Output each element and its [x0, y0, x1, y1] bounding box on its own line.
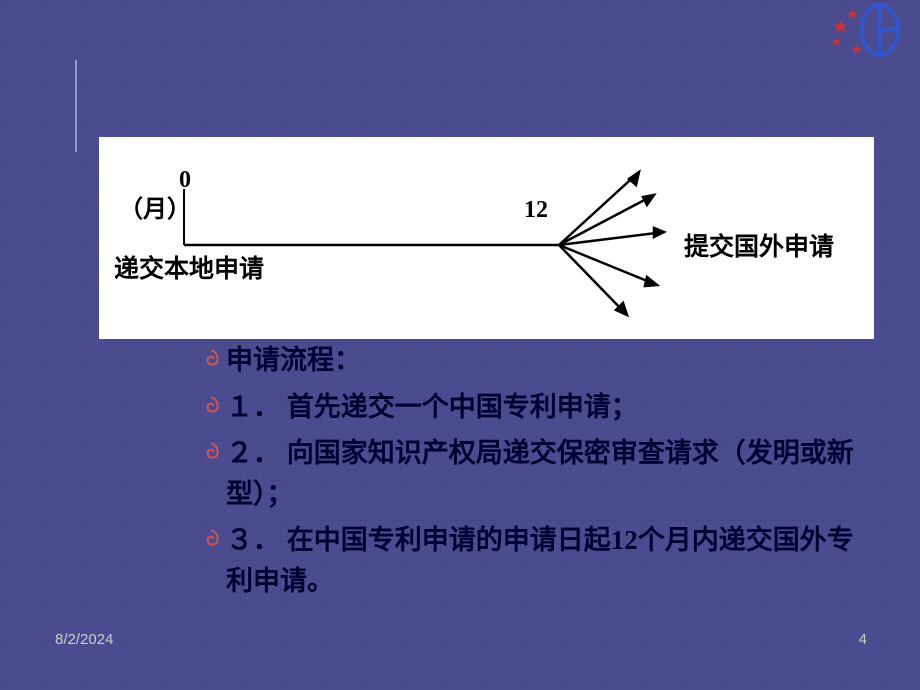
spiral-bullet-icon — [200, 348, 222, 370]
list-item: ２． 向国家知识产权局递交保密审查请求（发明或新型）； — [200, 433, 880, 514]
footer-page-number: 4 — [859, 631, 867, 648]
list-item: ３． 在中国专利申请的申请日起12个月内递交国外专利申请。 — [200, 520, 880, 601]
list-item-text: 申请流程： — [226, 340, 361, 381]
timeline-diagram: 0 （月） 12 递交本地申请 提交国外申请 — [99, 137, 874, 339]
list-item-text: １． 首先递交一个中国专利申请； — [226, 387, 638, 428]
list-item-text: ２． 向国家知识产权局递交保密审查请求（发明或新型）； — [226, 433, 880, 514]
spiral-bullet-icon — [200, 395, 222, 417]
footer-date: 8/2/2024 — [55, 631, 113, 648]
spiral-bullet-icon — [200, 441, 222, 463]
sipo-logo — [830, 0, 910, 60]
list-item: 申请流程： — [200, 340, 880, 381]
process-list: 申请流程： １． 首先递交一个中国专利申请； ２． 向国家知识产权局递交保密审查… — [200, 340, 880, 607]
diagram-right-label: 提交国外申请 — [684, 232, 834, 261]
list-item: １． 首先递交一个中国专利申请； — [200, 387, 880, 428]
diagram-month-label: （月） — [119, 196, 191, 223]
list-item-text: ３． 在中国专利申请的申请日起12个月内递交国外专利申请。 — [226, 520, 880, 601]
title-vertical-bar — [75, 60, 77, 152]
diagram-left-label: 递交本地申请 — [114, 254, 264, 283]
diagram-end-marker: 12 — [524, 197, 548, 223]
spiral-bullet-icon — [200, 528, 222, 550]
